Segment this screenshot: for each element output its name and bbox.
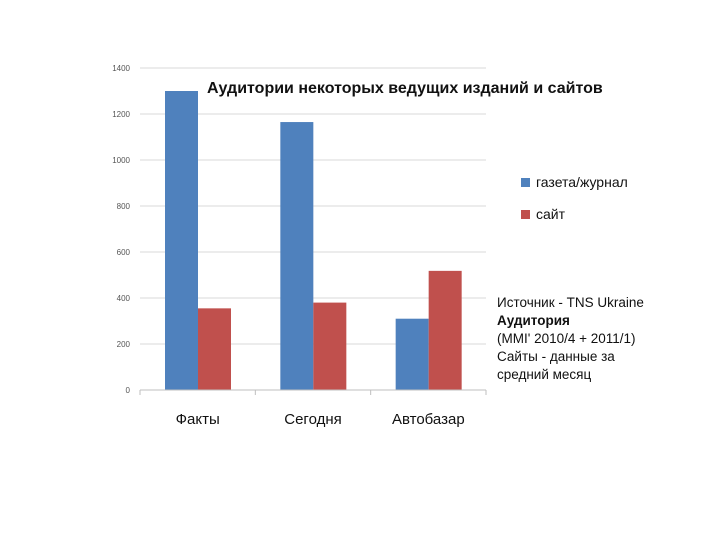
category-label: Факты [176,411,220,428]
source-line: Источник - TNS Ukraine [497,295,644,310]
y-tick-label: 1000 [112,156,130,165]
bar-print-0 [165,91,198,390]
y-tick-label: 800 [117,202,131,211]
legend-swatch [521,178,530,187]
sites-note-line-2: средний месяц [497,367,592,382]
chart-title: Аудитории некоторых ведущих изданий и са… [207,80,603,97]
y-tick-label: 1200 [112,110,130,119]
y-tick-label: 0 [126,386,131,395]
period-label: (MMI' 2010/4 + 2011/1) [497,331,636,346]
bar-print-2 [395,318,429,390]
y-tick-label: 400 [117,294,131,303]
category-label: Сегодня [284,411,342,428]
category-label: Автобазар [392,411,465,428]
legend-label: сайт [536,206,566,222]
audience-label: Аудитория [497,313,570,328]
bars [165,91,462,391]
bar-site-2 [428,270,462,390]
bar-print-1 [280,122,314,391]
legend-swatch [521,210,530,219]
y-tick-label: 1400 [112,64,130,73]
y-tick-label: 600 [117,248,131,257]
x-axis [139,389,487,395]
y-tick-label: 200 [117,340,131,349]
bar-site-0 [198,308,231,390]
source-note: Источник - TNS Ukraine Аудитория (MMI' 2… [497,294,717,384]
bar-site-1 [313,302,347,390]
legend: газета/журнал сайт [521,174,628,222]
legend-label: газета/журнал [536,174,628,190]
category-labels: Факты Сегодня Автобазар [176,411,465,428]
sites-note-line: Сайты - данные за [497,349,615,364]
y-axis-ticks: 0 200 400 600 800 1000 1200 1400 [112,64,130,395]
